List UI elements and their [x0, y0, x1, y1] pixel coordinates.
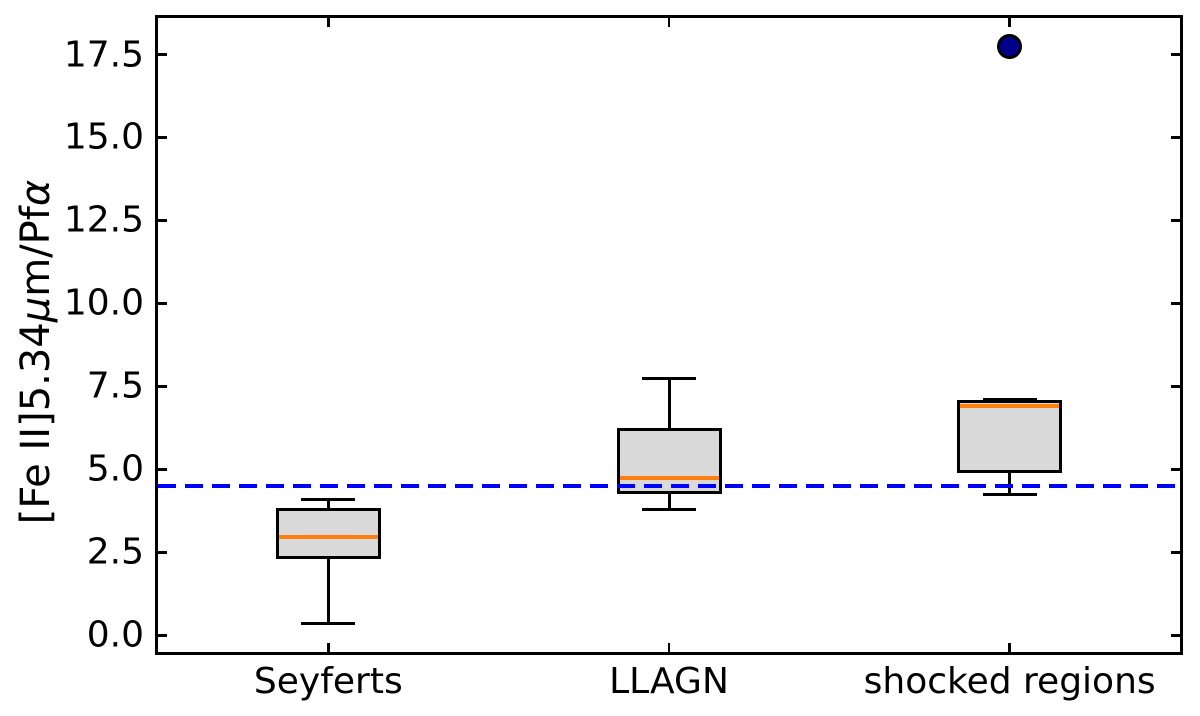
y-tick-left [158, 219, 167, 222]
upper-whisker-stem [667, 378, 671, 428]
x-tick-label: LLAGN [609, 661, 729, 702]
y-tick-left [158, 136, 167, 139]
y-tick-left [158, 634, 167, 637]
x-tick-top [667, 18, 671, 27]
lower-whisker-cap [982, 492, 1037, 496]
median-line [278, 535, 378, 540]
y-tick-right [1171, 468, 1180, 471]
lower-whisker-stem [667, 494, 671, 510]
x-tick-top [1008, 18, 1011, 27]
mu-symbol: μ [13, 296, 59, 323]
y-tick-left [158, 468, 167, 471]
y-tick-label: 7.5 [86, 365, 144, 407]
y-tick-label: 2.5 [86, 531, 144, 573]
y-tick-left [158, 551, 167, 554]
y-tick-left [158, 302, 167, 305]
x-tick-bottom [327, 643, 330, 652]
y-tick-label: 10.0 [63, 282, 144, 324]
box-llagn [616, 427, 722, 495]
x-tick-label: Seyferts [253, 661, 403, 702]
outlier-point [997, 33, 1023, 59]
y-tick-right [1171, 551, 1180, 554]
y-tick-right [1171, 219, 1180, 222]
lower-whisker-cap [301, 622, 356, 626]
upper-whisker-stem [326, 499, 330, 508]
lower-whisker-cap [642, 507, 696, 511]
lower-whisker-stem [326, 559, 330, 624]
x-tick-label: shocked regions [863, 661, 1156, 702]
y-tick-label: 5.0 [86, 448, 144, 490]
y-tick-right [1171, 53, 1180, 56]
reference-line [158, 484, 1180, 489]
y-axis-label: [Fe II]5.34μm/Pfα [13, 180, 59, 525]
x-tick-bottom [667, 643, 671, 652]
plot-area [155, 15, 1183, 655]
upper-whisker-cap [642, 376, 696, 380]
x-tick-bottom [1008, 643, 1011, 652]
y-tick-label: 12.5 [63, 199, 144, 241]
y-tick-right [1171, 385, 1180, 388]
lower-whisker-stem [1008, 472, 1012, 495]
y-tick-right [1171, 634, 1180, 637]
y-axis-label-text: m/Pf [13, 206, 59, 297]
y-tick-right [1171, 136, 1180, 139]
y-tick-left [158, 53, 167, 56]
x-tick-top [327, 18, 330, 27]
y-tick-label: 0.0 [86, 614, 144, 656]
y-tick-right [1171, 302, 1180, 305]
alpha-symbol: α [13, 179, 59, 207]
upper-whisker-cap [301, 497, 356, 501]
y-tick-label: 17.5 [63, 34, 144, 75]
y-axis-label-text: [Fe II]5.34 [13, 322, 59, 525]
box-shocked-regions [957, 399, 1063, 473]
median-line [960, 404, 1060, 409]
box-seyferts [275, 507, 381, 560]
median-line [619, 475, 719, 480]
y-tick-left [158, 385, 167, 388]
y-tick-label: 15.0 [63, 116, 144, 158]
